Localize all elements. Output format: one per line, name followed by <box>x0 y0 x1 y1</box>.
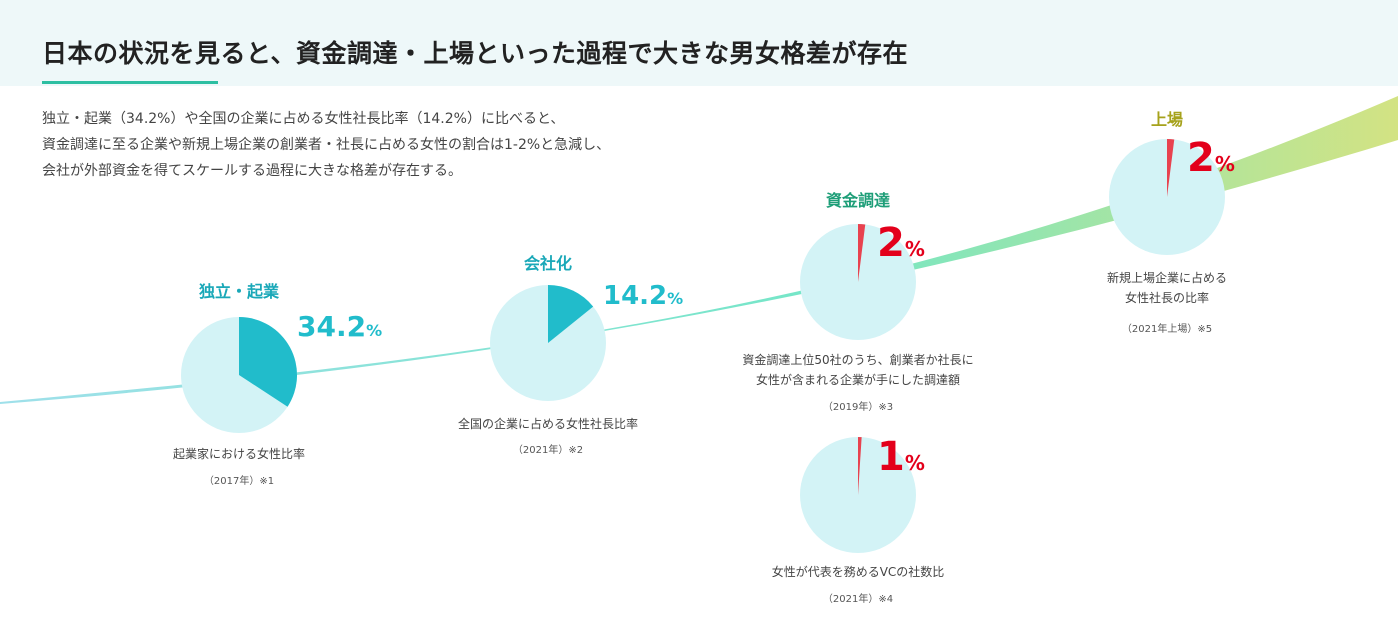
note-funding: （2019年）※3 <box>822 402 894 413</box>
caption-line: 起業家における女性比率 <box>172 447 306 461</box>
intro-line: 独立・起業（34.2%）や全国の企業に占める女性社長比率（14.2%）に比べると… <box>42 111 565 127</box>
caption-incorporation: 全国の企業に占める女性社長比率 <box>458 414 638 434</box>
header-band <box>0 0 1398 86</box>
intro-line: 会社が外部資金を得てスケールする過程に大きな格差が存在する。 <box>42 163 462 179</box>
pie-funding-slice <box>858 224 866 282</box>
value-number: 14.2 <box>603 281 668 311</box>
stage-label-ipo: 上場 <box>1150 110 1184 129</box>
pie-ipo-slice <box>1167 139 1175 197</box>
caption-funding: 資金調達上位50社のうち、創業者か社長に 女性が含まれる企業が手にした調達額 <box>742 350 973 390</box>
value-label-incorporation: 14.2% <box>603 281 683 311</box>
caption-independence: 起業家における女性比率 <box>173 444 305 464</box>
caption-vc: 女性が代表を務めるVCの社数比 <box>772 562 945 582</box>
caption-line: 女性が代表を務めるVCの社数比 <box>771 565 945 579</box>
title-underline <box>42 81 218 84</box>
note-independence: （2017年）※1 <box>203 476 275 487</box>
stage-label-incorporation: 会社化 <box>523 254 573 273</box>
caption-line: 女性社長の比率 <box>1124 291 1210 305</box>
value-unit: % <box>904 237 925 261</box>
value-unit: % <box>667 289 684 308</box>
value-label-ipo: 2% <box>1187 135 1235 181</box>
pie-vc-slice <box>858 436 862 495</box>
caption-line: 新規上場企業に占める <box>1106 271 1228 285</box>
value-unit: % <box>904 451 925 475</box>
value-number: 2 <box>1187 135 1215 181</box>
value-number: 34.2 <box>297 310 367 343</box>
note-ipo: （2021年上場）※5 <box>1121 324 1213 335</box>
value-number: 2 <box>877 220 905 266</box>
value-unit: % <box>1214 152 1235 176</box>
caption-line: 全国の企業に占める女性社長比率 <box>457 417 639 431</box>
intro-line: 資金調達に至る企業や新規上場企業の創業者・社長に占める女性の割合は1-2%と急減… <box>42 137 611 153</box>
pie-independence-slice <box>239 317 297 407</box>
value-unit: % <box>366 321 383 340</box>
value-label-independence: 34.2% <box>297 310 382 343</box>
caption-line: 資金調達上位50社のうち、創業者か社長に <box>742 353 974 367</box>
page-title: 日本の状況を見ると、資金調達・上場といった過程で大きな男女格差が存在 <box>42 39 909 68</box>
intro-text: 独立・起業（34.2%）や全国の企業に占める女性社長比率（14.2%）に比べると… <box>42 106 802 184</box>
caption-line: 女性が含まれる企業が手にした調達額 <box>755 373 960 387</box>
stage-label-independence: 独立・起業 <box>198 282 280 301</box>
caption-ipo: 新規上場企業に占める 女性社長の比率 <box>1107 268 1227 308</box>
value-label-funding: 2% <box>877 220 925 266</box>
note-vc: （2021年）※4 <box>822 594 894 605</box>
value-label-vc: 1% <box>877 434 925 480</box>
stage-label-funding: 資金調達 <box>825 191 891 210</box>
pie-incorporation-slice <box>548 285 594 343</box>
value-number: 1 <box>877 434 905 480</box>
note-incorporation: （2021年）※2 <box>512 445 584 456</box>
